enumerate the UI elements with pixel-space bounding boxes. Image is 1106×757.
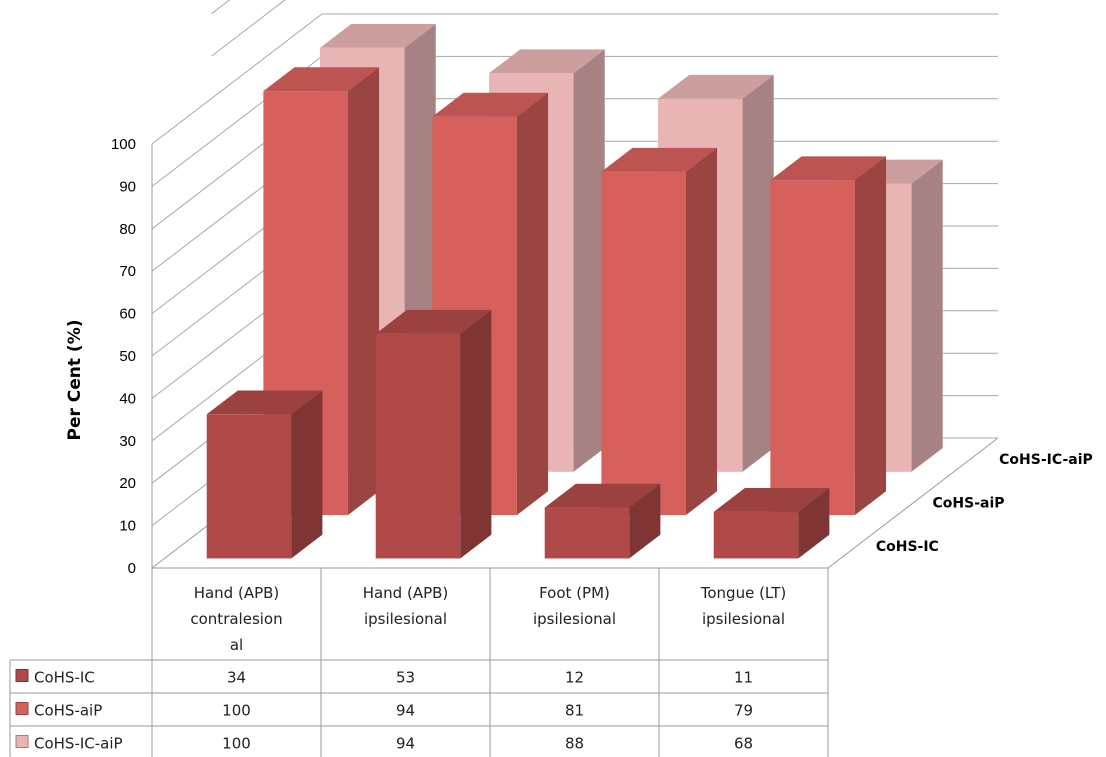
bar-top: [544, 483, 661, 508]
data-table: Hand (APB) contralesion al Hand (APB) ipsile…: [9, 568, 829, 757]
category-label: contralesion: [190, 610, 282, 628]
bar: [206, 390, 323, 559]
bar: [713, 487, 830, 559]
bar-side: [291, 390, 323, 559]
y-tick-label: 100: [111, 136, 136, 153]
data-label: 100: [222, 735, 251, 753]
bar-side: [798, 487, 830, 559]
bar-top: [432, 92, 549, 117]
data-label: 100: [222, 702, 251, 720]
category-label: Hand (APB): [194, 584, 280, 602]
bar: [544, 483, 661, 559]
bar-side: [347, 67, 380, 516]
category-label: Foot (PM): [539, 584, 610, 602]
gridline: [211, 0, 286, 57]
bar-top: [658, 74, 774, 99]
bar-top: [375, 309, 492, 334]
bar: [375, 309, 492, 559]
series-depth-label: CoHS-IC: [876, 539, 939, 555]
bar: [770, 156, 887, 516]
bar-side: [460, 309, 492, 559]
data-label: 79: [734, 702, 753, 720]
y-axis-ticks: 0 10 20 30 40 50 60 70 80 90 100: [111, 136, 136, 577]
data-label: 53: [396, 669, 415, 687]
bar-side: [516, 92, 549, 516]
bar-front: [713, 511, 799, 559]
bar-side: [685, 147, 718, 516]
y-tick-label: 90: [119, 178, 136, 195]
bar-top: [489, 49, 605, 74]
series-depth-labels: CoHS-IC-aiP CoHS-aiP CoHS-IC: [876, 452, 1093, 555]
bar-front: [544, 507, 630, 559]
bar-side: [573, 49, 605, 472]
series-depth-label: CoHS-IC-aiP: [999, 452, 1093, 468]
legend-swatch: [15, 669, 29, 682]
y-tick-label: 0: [128, 560, 136, 577]
bar-side: [911, 159, 943, 472]
y-tick-label: 20: [119, 475, 136, 492]
legend-swatch: [15, 735, 29, 748]
data-label: 68: [734, 735, 753, 753]
y-tick-label: 30: [119, 433, 136, 450]
bar-side: [629, 483, 661, 559]
bar: [601, 147, 718, 516]
bar-front: [770, 180, 855, 516]
y-tick-label: 10: [119, 518, 136, 535]
series-name: CoHS-aiP: [34, 702, 102, 720]
y-tick-label: 50: [119, 348, 136, 365]
bar-side: [854, 156, 887, 516]
y-tick-label: 40: [119, 390, 136, 407]
category-label: ipsilesional: [702, 610, 785, 628]
bar-top: [263, 67, 380, 92]
series-name: CoHS-IC: [34, 669, 95, 687]
category-label: Tongue (LT): [700, 584, 786, 602]
bar-front: [206, 414, 292, 559]
data-label: 34: [227, 669, 246, 687]
category-label: al: [230, 636, 243, 654]
y-tick-label: 80: [119, 221, 136, 238]
y-tick-label: 60: [119, 306, 136, 323]
category-label: ipsilesional: [364, 610, 447, 628]
y-tick-label: 70: [119, 263, 136, 280]
data-label: 11: [734, 669, 753, 687]
series-name: CoHS-IC-aiP: [34, 735, 123, 753]
bar-front: [375, 333, 461, 559]
data-label: 81: [565, 702, 584, 720]
data-label: 94: [396, 702, 415, 720]
bars: [206, 23, 943, 559]
category-label: ipsilesional: [533, 610, 616, 628]
data-label: 94: [396, 735, 415, 753]
bar-top: [713, 487, 830, 512]
bar-front: [601, 171, 686, 516]
bar-top: [601, 147, 718, 172]
gridline: [211, 0, 231, 15]
bar-top: [206, 390, 323, 415]
data-label: 88: [565, 735, 584, 753]
bar-side: [742, 74, 774, 472]
series-depth-label: CoHS-aiP: [933, 496, 1005, 512]
data-label: 12: [565, 669, 584, 687]
bar-top: [320, 23, 436, 48]
legend-swatch: [15, 702, 29, 715]
category-label: Hand (APB): [363, 584, 449, 602]
bar-top: [770, 156, 887, 181]
gridline: [151, 13, 998, 145]
y-axis-label: Per Cent (%): [65, 319, 85, 440]
